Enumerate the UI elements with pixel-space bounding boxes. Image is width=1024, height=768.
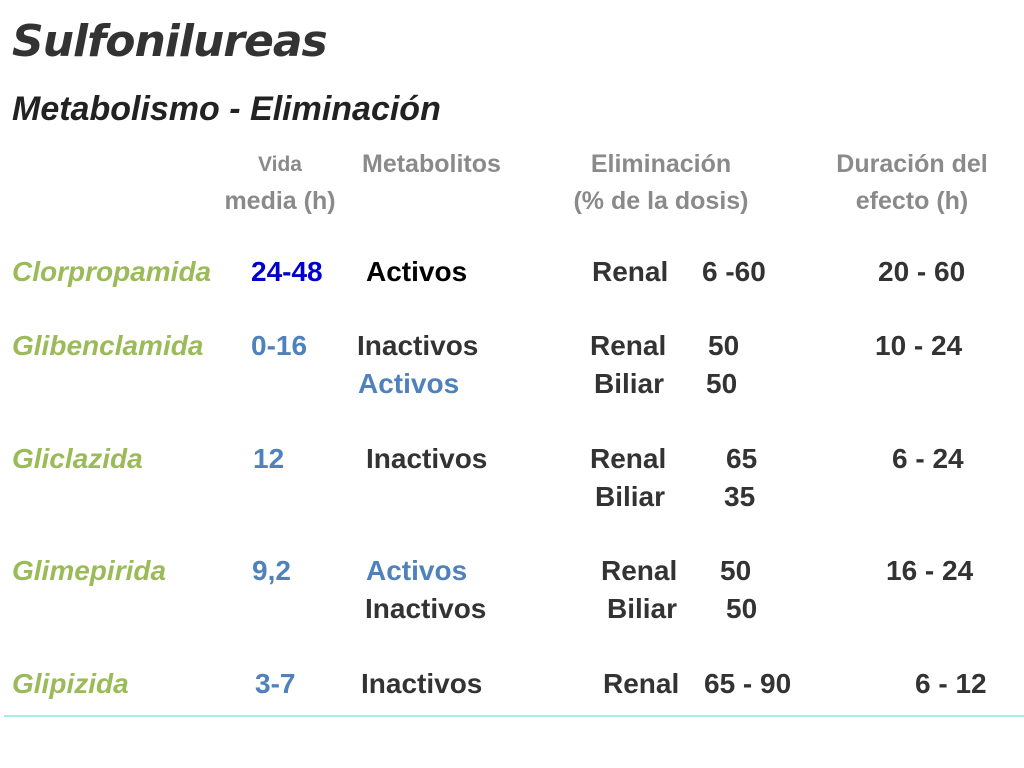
elimination-route: Biliar bbox=[607, 593, 678, 624]
half-life-value: 3-7 bbox=[255, 668, 296, 699]
metabolites-value: Activos bbox=[358, 368, 460, 399]
header-elimination: Eliminación (% de la dosis) bbox=[555, 146, 767, 220]
slide-title: Sulfonilureas bbox=[12, 16, 328, 67]
duration-value: 20 - 60 bbox=[878, 256, 966, 287]
bottom-divider bbox=[4, 715, 1024, 717]
elimination-route: Renal bbox=[590, 330, 667, 361]
half-life-value: 9,2 bbox=[252, 555, 291, 586]
drug-name: Gliclazida bbox=[12, 443, 143, 474]
header-elimination-line2: (% de la dosis) bbox=[573, 187, 749, 215]
metabolites-value: Activos bbox=[366, 256, 468, 287]
header-half-life-line1: Vida bbox=[258, 153, 302, 176]
metabolites-value: Inactivos bbox=[366, 443, 488, 474]
header-half-life-line2: media (h) bbox=[224, 187, 336, 215]
elimination-percent: 65 bbox=[726, 443, 758, 474]
elimination-route: Renal bbox=[603, 668, 680, 699]
elimination-percent: 65 - 90 bbox=[704, 668, 792, 699]
slide-subtitle: Metabolismo - Eliminación bbox=[12, 90, 441, 128]
drug-name: Glimepirida bbox=[12, 555, 167, 586]
header-duration: Duración del efecto (h) bbox=[822, 146, 1002, 220]
metabolites-value: Inactivos bbox=[357, 330, 479, 361]
elimination-percent: 6 -60 bbox=[702, 256, 766, 287]
elimination-percent: 50 bbox=[708, 330, 740, 361]
header-half-life: Vida media (h) bbox=[215, 146, 345, 220]
elimination-route: Renal bbox=[592, 256, 669, 287]
duration-value: 6 - 12 bbox=[915, 668, 987, 699]
duration-value: 6 - 24 bbox=[892, 443, 964, 474]
elimination-route: Renal bbox=[590, 443, 667, 474]
half-life-value: 12 bbox=[253, 443, 285, 474]
elimination-percent: 50 bbox=[706, 368, 738, 399]
header-duration-line1: Duración del bbox=[836, 150, 988, 178]
elimination-percent: 50 bbox=[720, 555, 752, 586]
elimination-route: Renal bbox=[601, 555, 678, 586]
drug-name: Glipizida bbox=[12, 668, 129, 699]
metabolites-value: Inactivos bbox=[361, 668, 483, 699]
duration-value: 10 - 24 bbox=[875, 330, 963, 361]
elimination-percent: 50 bbox=[726, 593, 758, 624]
elimination-route: Biliar bbox=[594, 368, 665, 399]
elimination-percent: 35 bbox=[724, 481, 756, 512]
metabolites-value: Activos bbox=[366, 555, 468, 586]
half-life-value: 0-16 bbox=[251, 330, 308, 361]
half-life-value: 24-48 bbox=[251, 256, 323, 287]
header-duration-line2: efecto (h) bbox=[855, 187, 969, 215]
drug-name: Glibenclamida bbox=[12, 330, 204, 361]
drug-name: Clorpropamida bbox=[12, 256, 212, 287]
header-elimination-line1: Eliminación bbox=[590, 150, 732, 178]
metabolites-value: Inactivos bbox=[365, 593, 487, 624]
elimination-route: Biliar bbox=[595, 481, 666, 512]
duration-value: 16 - 24 bbox=[886, 555, 974, 586]
header-metabolites: Metabolitos bbox=[362, 150, 501, 178]
